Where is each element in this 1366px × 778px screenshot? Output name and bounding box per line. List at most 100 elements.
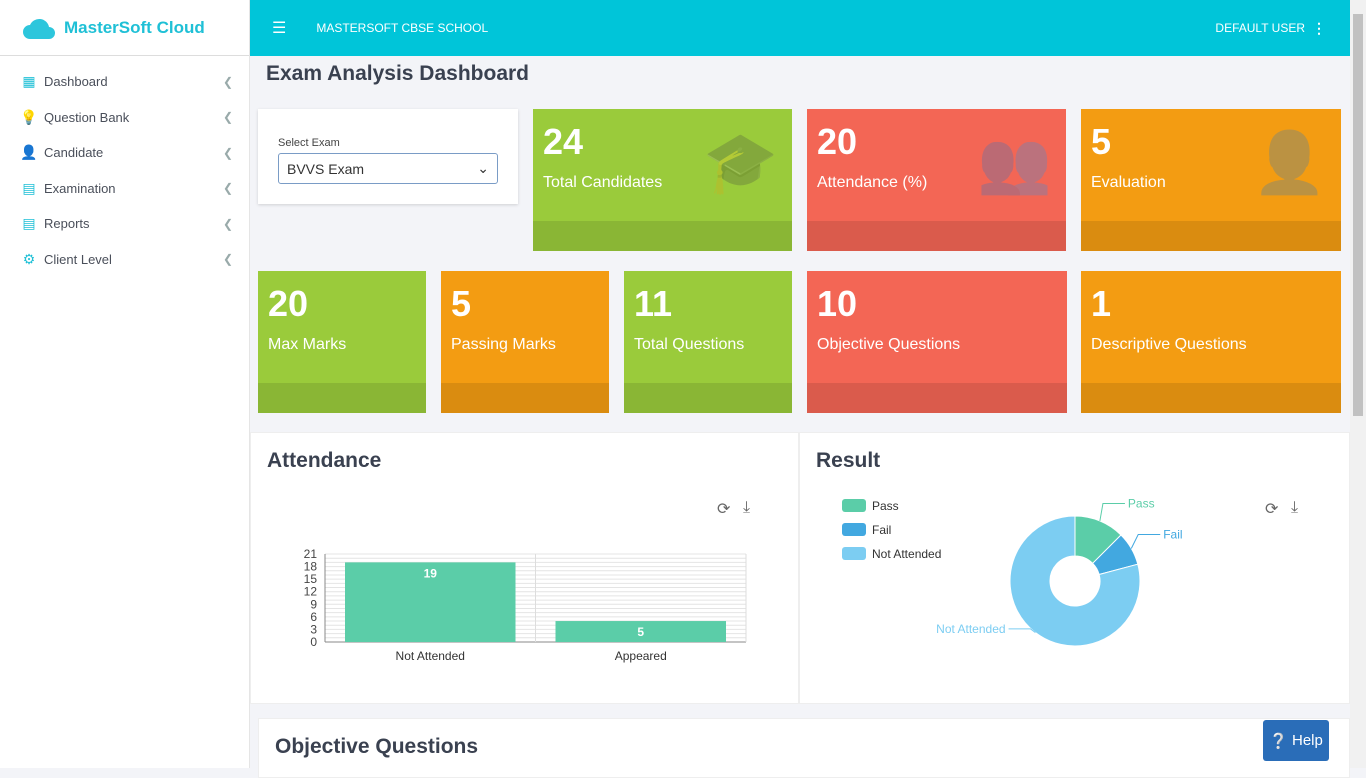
stat-tile-passing-marks[interactable]: 5 Passing Marks <box>441 271 609 413</box>
tile-footer[interactable] <box>807 221 1066 251</box>
tile-label: Descriptive Questions <box>1091 336 1247 353</box>
more-vertical-icon[interactable]: ⋮ <box>1312 19 1326 36</box>
bar <box>345 562 516 642</box>
sidebar-item-label: Candidate <box>44 145 104 161</box>
select-exam-value: BVVS Exam <box>287 160 365 177</box>
chevron-left-icon: ❮ <box>222 216 233 231</box>
download-icon[interactable]: ⤓ <box>1291 499 1299 516</box>
slice-label: Fail <box>1163 528 1182 542</box>
objective-questions-panel: Objective Questions <box>258 718 1350 778</box>
scrollbar-thumb[interactable] <box>1353 14 1363 416</box>
result-title: Result <box>816 449 881 472</box>
label-leader <box>1099 503 1125 522</box>
cloud-logo-icon <box>23 18 55 39</box>
tile-footer[interactable] <box>441 383 609 413</box>
donut-slice <box>1009 515 1141 647</box>
tile-value: 20 <box>268 283 309 324</box>
tile-label: Attendance (%) <box>817 174 928 191</box>
tile-value: 11 <box>634 283 673 324</box>
y-tick-label: 15 <box>304 572 318 586</box>
tile-footer[interactable] <box>258 383 426 413</box>
tile-label: Passing Marks <box>451 336 556 353</box>
tile-footer[interactable] <box>624 383 792 413</box>
topbar: ☰ MASTERSOFT CBSE SCHOOL DEFAULT USER ⋮ <box>250 0 1350 56</box>
tile-label: Objective Questions <box>817 336 961 353</box>
sidebar-item-label: Reports <box>44 216 90 232</box>
group-icon: 👥 <box>977 129 1052 196</box>
tile-value: 20 <box>817 121 858 162</box>
x-tick-label: Appeared <box>615 649 667 663</box>
page-title: Exam Analysis Dashboard <box>266 62 529 85</box>
help-button[interactable]: ❔ Help <box>1263 720 1329 761</box>
tile-value: 10 <box>817 283 858 324</box>
tile-footer[interactable] <box>1081 383 1341 413</box>
x-tick-label: Not Attended <box>396 649 465 663</box>
report-icon: ▤ <box>22 215 36 232</box>
dashboard-icon: ▦ <box>22 73 36 90</box>
sidebar-item-reports[interactable]: ▤ Reports ❮ <box>0 206 249 242</box>
chevron-left-icon: ❮ <box>222 145 233 160</box>
tile-value: 24 <box>543 121 584 162</box>
label-leader <box>1008 628 1036 633</box>
question-circle-icon: ❔ <box>1269 732 1288 750</box>
candidate-icon: 👤 <box>20 144 38 161</box>
refresh-icon[interactable]: ⟳ <box>717 501 731 518</box>
y-tick-label: 21 <box>304 547 318 561</box>
tile-label: Max Marks <box>268 336 347 353</box>
chevron-down-icon: ⌄ <box>477 160 489 176</box>
tile-footer[interactable] <box>533 221 792 251</box>
chevron-left-icon: ❮ <box>222 110 233 125</box>
stat-tile-total-questions[interactable]: 11 Total Questions <box>624 271 792 413</box>
y-tick-label: 9 <box>310 597 317 611</box>
tile-footer[interactable] <box>807 383 1067 413</box>
sidebar-item-candidate[interactable]: 👤 Candidate ❮ <box>0 135 249 171</box>
chevron-left-icon: ❮ <box>222 74 233 89</box>
stat-tile-evaluation[interactable]: 5 Evaluation 👤 <box>1081 109 1341 251</box>
result-donut-chart: Pass Pass Fail Fail Not Attended Not Attended <box>842 497 1183 647</box>
download-icon[interactable]: ⤓ <box>743 499 751 516</box>
objective-questions-title: Objective Questions <box>275 735 479 758</box>
select-exam-card: Select Exam BVVS Exam ⌄ <box>258 109 518 204</box>
chevron-left-icon: ❮ <box>222 252 233 267</box>
bulb-icon: 💡 <box>20 108 38 125</box>
stat-tile-descriptive-questions[interactable]: 1 Descriptive Questions <box>1081 271 1341 413</box>
hamburger-menu-icon[interactable]: ☰ <box>272 20 287 37</box>
sidebar-item-client-level[interactable]: ⚙ Client Level ❮ <box>0 242 249 278</box>
stat-tile-max-marks[interactable]: 20 Max Marks <box>258 271 426 413</box>
legend-swatch <box>842 547 866 560</box>
attendance-panel: Attendance ⟳ ⤓ 0 3 6 9 12 15 18 21 19 Not Attende… <box>250 432 799 704</box>
y-tick-label: 0 <box>310 635 317 649</box>
bar-data-label: 19 <box>424 566 438 580</box>
sidebar-item-dashboard[interactable]: ▦ Dashboard ❮ <box>0 64 249 100</box>
sidebar-item-label: Question Bank <box>44 109 130 125</box>
stat-tile-attendance[interactable]: 20 Attendance (%) 👥 <box>807 109 1066 251</box>
stat-tile-objective-questions[interactable]: 10 Objective Questions <box>807 271 1067 413</box>
legend-label: Not Attended <box>872 547 941 561</box>
logo[interactable]: MasterSoft Cloud <box>0 0 249 56</box>
bar <box>555 621 726 642</box>
select-exam-label: Select Exam <box>278 137 340 149</box>
sidebar-item-examination[interactable]: ▤ Examination ❮ <box>0 171 249 207</box>
sidebar-item-label: Examination <box>44 180 116 196</box>
user-menu[interactable]: DEFAULT USER <box>1215 21 1305 35</box>
select-exam-dropdown[interactable]: BVVS Exam ⌄ <box>278 153 498 184</box>
slice-label: Pass <box>1128 497 1155 511</box>
tile-label: Evaluation <box>1091 174 1166 191</box>
tile-footer[interactable] <box>1081 221 1341 251</box>
sidebar-item-question-bank[interactable]: 💡 Question Bank ❮ <box>0 100 249 136</box>
sidebar-item-label: Dashboard <box>44 74 108 90</box>
app-name: MasterSoft Cloud <box>64 17 205 37</box>
school-name: MASTERSOFT CBSE SCHOOL <box>316 21 489 35</box>
scrollbar[interactable] <box>1350 0 1366 768</box>
y-tick-label: 3 <box>310 622 317 636</box>
stat-tile-total-candidates[interactable]: 24 Total Candidates 🎓 <box>533 109 792 251</box>
gear-icon: ⚙ <box>22 250 36 267</box>
chevron-left-icon: ❮ <box>222 181 233 196</box>
tile-value: 5 <box>451 283 472 324</box>
slice-label: Not Attended <box>936 622 1005 636</box>
user-check-icon: 👤 <box>1252 129 1327 196</box>
refresh-icon[interactable]: ⟳ <box>1265 501 1279 518</box>
legend-label: Pass <box>872 499 899 513</box>
tile-value: 1 <box>1091 283 1112 324</box>
